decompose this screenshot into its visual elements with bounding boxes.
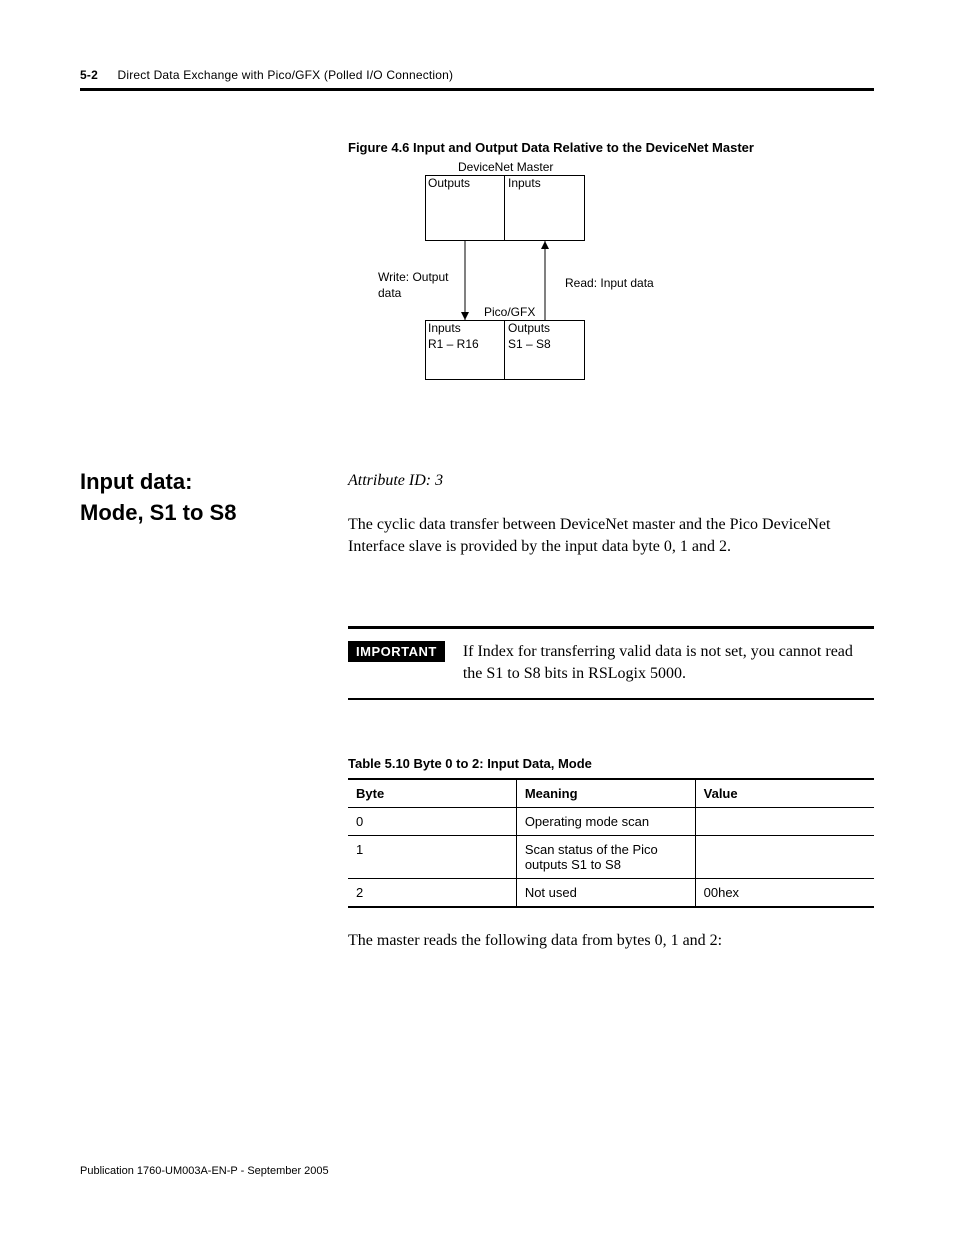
pico-inputs-range: R1 – R16 (428, 337, 479, 351)
io-diagram: DeviceNet Master Outputs Inputs Write: O… (370, 160, 710, 400)
body-paragraph-1: The cyclic data transfer between DeviceN… (348, 514, 874, 559)
header-title: Direct Data Exchange with Pico/GFX (Poll… (118, 68, 454, 82)
table-cell: 2 (348, 879, 516, 908)
table-col-value: Value (695, 779, 874, 808)
table-cell: Scan status of the Pico outputs S1 to S8 (516, 836, 695, 879)
pico-label: Pico/GFX (484, 305, 535, 319)
section-heading-l2: Mode, S1 to S8 (80, 498, 236, 529)
table-header-row: Byte Meaning Value (348, 779, 874, 808)
table-cell: Not used (516, 879, 695, 908)
attribute-id: Attribute ID: 3 (348, 472, 443, 490)
table-cell: Operating mode scan (516, 808, 695, 836)
important-rule-bot (348, 698, 874, 700)
table-cell: 0 (348, 808, 516, 836)
page-header: 5-2 Direct Data Exchange with Pico/GFX (… (80, 68, 874, 82)
table-row: 0 Operating mode scan (348, 808, 874, 836)
section-heading: Input data: Mode, S1 to S8 (80, 467, 236, 529)
figure-caption: Figure 4.6 Input and Output Data Relativ… (348, 140, 754, 155)
pico-outputs-label: Outputs (508, 321, 550, 335)
important-badge: IMPORTANT (348, 641, 445, 662)
important-block: IMPORTANT If Index for transferring vali… (348, 626, 874, 700)
page-number: 5-2 (80, 68, 98, 82)
important-rule-top (348, 626, 874, 629)
pico-inputs-label: Inputs (428, 321, 461, 335)
pico-outputs-range: S1 – S8 (508, 337, 551, 351)
table-col-byte: Byte (348, 779, 516, 808)
table-cell (695, 808, 874, 836)
table-cell: 00hex (695, 879, 874, 908)
header-rule (80, 88, 874, 91)
table-col-meaning: Meaning (516, 779, 695, 808)
write-label-l2: data (378, 286, 401, 300)
publication-footer: Publication 1760-UM003A-EN-P - September… (80, 1165, 329, 1177)
table-cell: 1 (348, 836, 516, 879)
table-title: Table 5.10 Byte 0 to 2: Input Data, Mode (348, 756, 592, 771)
write-label-l1: Write: Output (378, 270, 448, 284)
important-text: If Index for transferring valid data is … (463, 641, 874, 686)
read-label: Read: Input data (565, 276, 654, 290)
input-data-table: Byte Meaning Value 0 Operating mode scan… (348, 778, 874, 908)
table-cell (695, 836, 874, 879)
section-heading-l1: Input data: (80, 467, 236, 498)
body-paragraph-2: The master reads the following data from… (348, 930, 874, 952)
table-row: 2 Not used 00hex (348, 879, 874, 908)
table-row: 1 Scan status of the Pico outputs S1 to … (348, 836, 874, 879)
